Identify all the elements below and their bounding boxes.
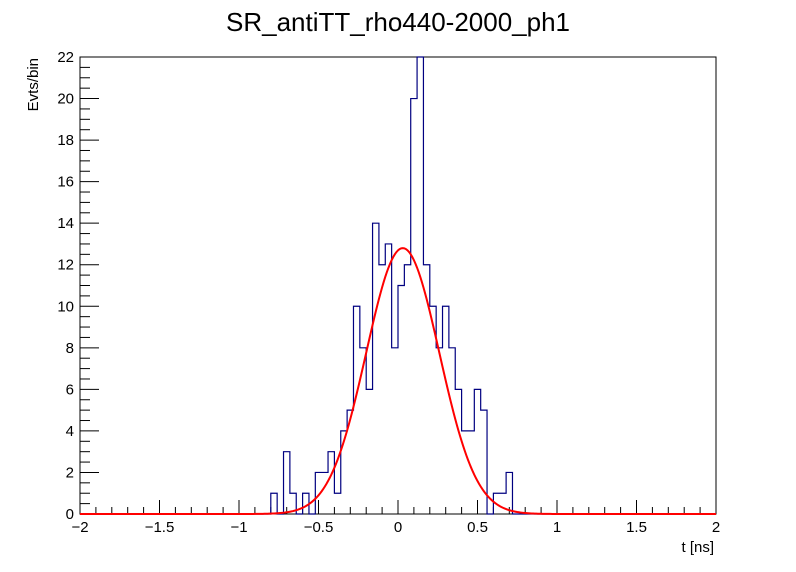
x-tick-label: 1 [553,519,561,536]
x-tick-label: 0 [394,519,402,536]
histogram-bin [379,265,385,514]
x-tick-label: 1.5 [626,519,647,536]
histogram-bin [353,306,359,514]
chart-title: SR_antiTT_rho440-2000_ph1 [226,7,570,37]
histogram-bin [449,348,455,514]
x-tick-label: −2 [71,519,88,536]
histogram-bin [322,472,328,514]
histogram-bin [373,223,379,514]
y-tick-label: 10 [57,298,74,315]
x-tick-label: −1 [230,519,247,536]
histogram-bin [398,286,404,515]
histogram-bin [271,493,277,514]
y-tick-label: 20 [57,91,74,108]
y-tick-label: 6 [66,381,74,398]
histogram-bin [474,389,480,514]
x-tick-label: 2 [712,519,720,536]
x-tick-label: −1.5 [145,519,175,536]
y-tick-label: 22 [57,49,74,66]
x-axis-title: t [ns] [681,539,714,556]
y-tick-label: 14 [57,215,74,232]
histogram-bin [366,389,372,514]
y-tick-label: 16 [57,174,74,191]
x-tick-label: −0.5 [304,519,334,536]
histogram-bin [436,348,442,514]
x-tick-label: 0.5 [467,519,488,536]
histogram-bin [404,265,410,514]
y-tick-label: 0 [66,506,74,523]
y-tick-label: 4 [66,423,74,440]
y-tick-label: 8 [66,340,74,357]
y-tick-label: 18 [57,132,74,149]
histogram-bin [392,348,398,514]
gaussian-fit-curve [80,247,716,515]
y-tick-label: 12 [57,257,74,274]
histogram-bin [284,452,290,514]
y-axis-title: Evts/bin [25,58,42,111]
y-tick-label: 2 [66,464,74,481]
histogram-bin [500,493,506,514]
histogram-bin [443,306,449,514]
histogram-bin [506,472,512,514]
histogram-bin [385,244,391,514]
histogram-bin [481,410,487,514]
histogram-bin [411,99,417,514]
histogram-bin [328,452,334,514]
histogram-bin [455,389,461,514]
histogram-series [80,56,716,515]
histogram-bin [334,493,340,514]
